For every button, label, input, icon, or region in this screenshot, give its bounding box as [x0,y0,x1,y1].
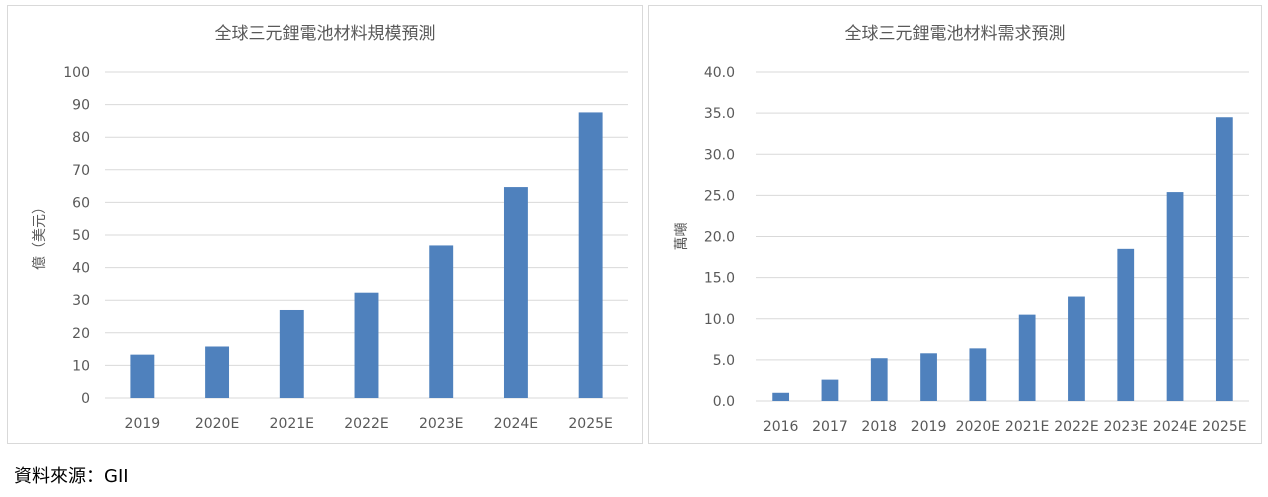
y-tick-label: 15.0 [704,271,735,287]
x-tick-label: 2018 [861,419,897,435]
x-tick-label: 2017 [812,419,848,435]
left-chart-panel: 全球三元鋰電池材料規模預測億（美元） 0 10 20 30 40 50 60 70 80 90 100… [7,5,643,444]
bar-2025E [578,112,603,398]
bar-2019 [130,354,155,398]
y-tick-label: 30.0 [704,147,735,163]
y-tick-label: 50 [72,228,90,244]
x-tick-label: 2021E [1005,419,1049,435]
bar-2021E [279,309,304,398]
y-axis-title: 億（美元） [32,200,48,270]
x-tick-label: 2023E [419,416,463,432]
y-tick-label: 80 [72,130,90,146]
source-note: 資料來源：GII [14,466,129,487]
y-tick-label: 60 [72,195,90,211]
y-axis-title: 萬噸 [674,223,690,251]
y-tick-label: 40.0 [704,65,735,81]
y-tick-label: 35.0 [704,106,735,122]
x-tick-label: 2019 [125,416,161,432]
y-tick-label: 20.0 [704,230,735,246]
x-tick-label: 2025E [568,416,612,432]
x-tick-label: 2020E [956,419,1000,435]
x-tick-label: 2024E [1153,419,1197,435]
x-tick-label: 2023E [1104,419,1148,435]
bar-2016 [772,392,790,401]
bar-2022E [1068,296,1085,401]
y-tick-label: 5.0 [713,353,735,369]
y-tick-label: 25.0 [704,188,735,204]
bar-2021E [1018,314,1036,401]
y-tick-label: 70 [72,163,90,179]
x-tick-label: 2022E [344,416,388,432]
x-tick-label: 2016 [763,419,799,435]
chart-title: 全球三元鋰電池材料規模預測 [215,24,436,44]
x-tick-label: 2024E [494,416,538,432]
x-tick-label: 2021E [270,416,314,432]
bar-2025E [1215,117,1233,402]
right-chart-panel: 全球三元鋰電池材料需求預測萬噸 0.0 5.0 10.0 15.0 20.0 25.0 30.… [648,5,1262,444]
bar-2023E [429,245,454,398]
bar-2024E [1166,192,1184,401]
x-tick-label: 2020E [195,416,239,432]
bar-2018 [870,358,888,401]
bar-2024E [503,187,528,398]
y-tick-label: 10.0 [704,312,735,328]
y-tick-label: 90 [72,98,90,114]
y-tick-label: 40 [72,261,90,277]
bar-2022E [354,292,379,398]
y-tick-label: 0 [81,391,90,407]
y-tick-label: 10 [72,358,90,374]
bar-2020E [205,346,230,398]
y-tick-label: 20 [72,326,90,342]
bar-2020E [969,348,987,401]
chart-title: 全球三元鋰電池材料需求預測 [845,24,1066,44]
bar-2019 [920,353,937,401]
x-tick-label: 2025E [1202,419,1246,435]
y-tick-label: 100 [63,65,90,81]
bar-2023E [1117,248,1135,401]
bar-2017 [821,379,839,401]
y-tick-label: 30 [72,293,90,309]
x-tick-label: 2019 [911,419,947,435]
y-tick-label: 0.0 [713,394,735,410]
x-tick-label: 2022E [1054,419,1098,435]
